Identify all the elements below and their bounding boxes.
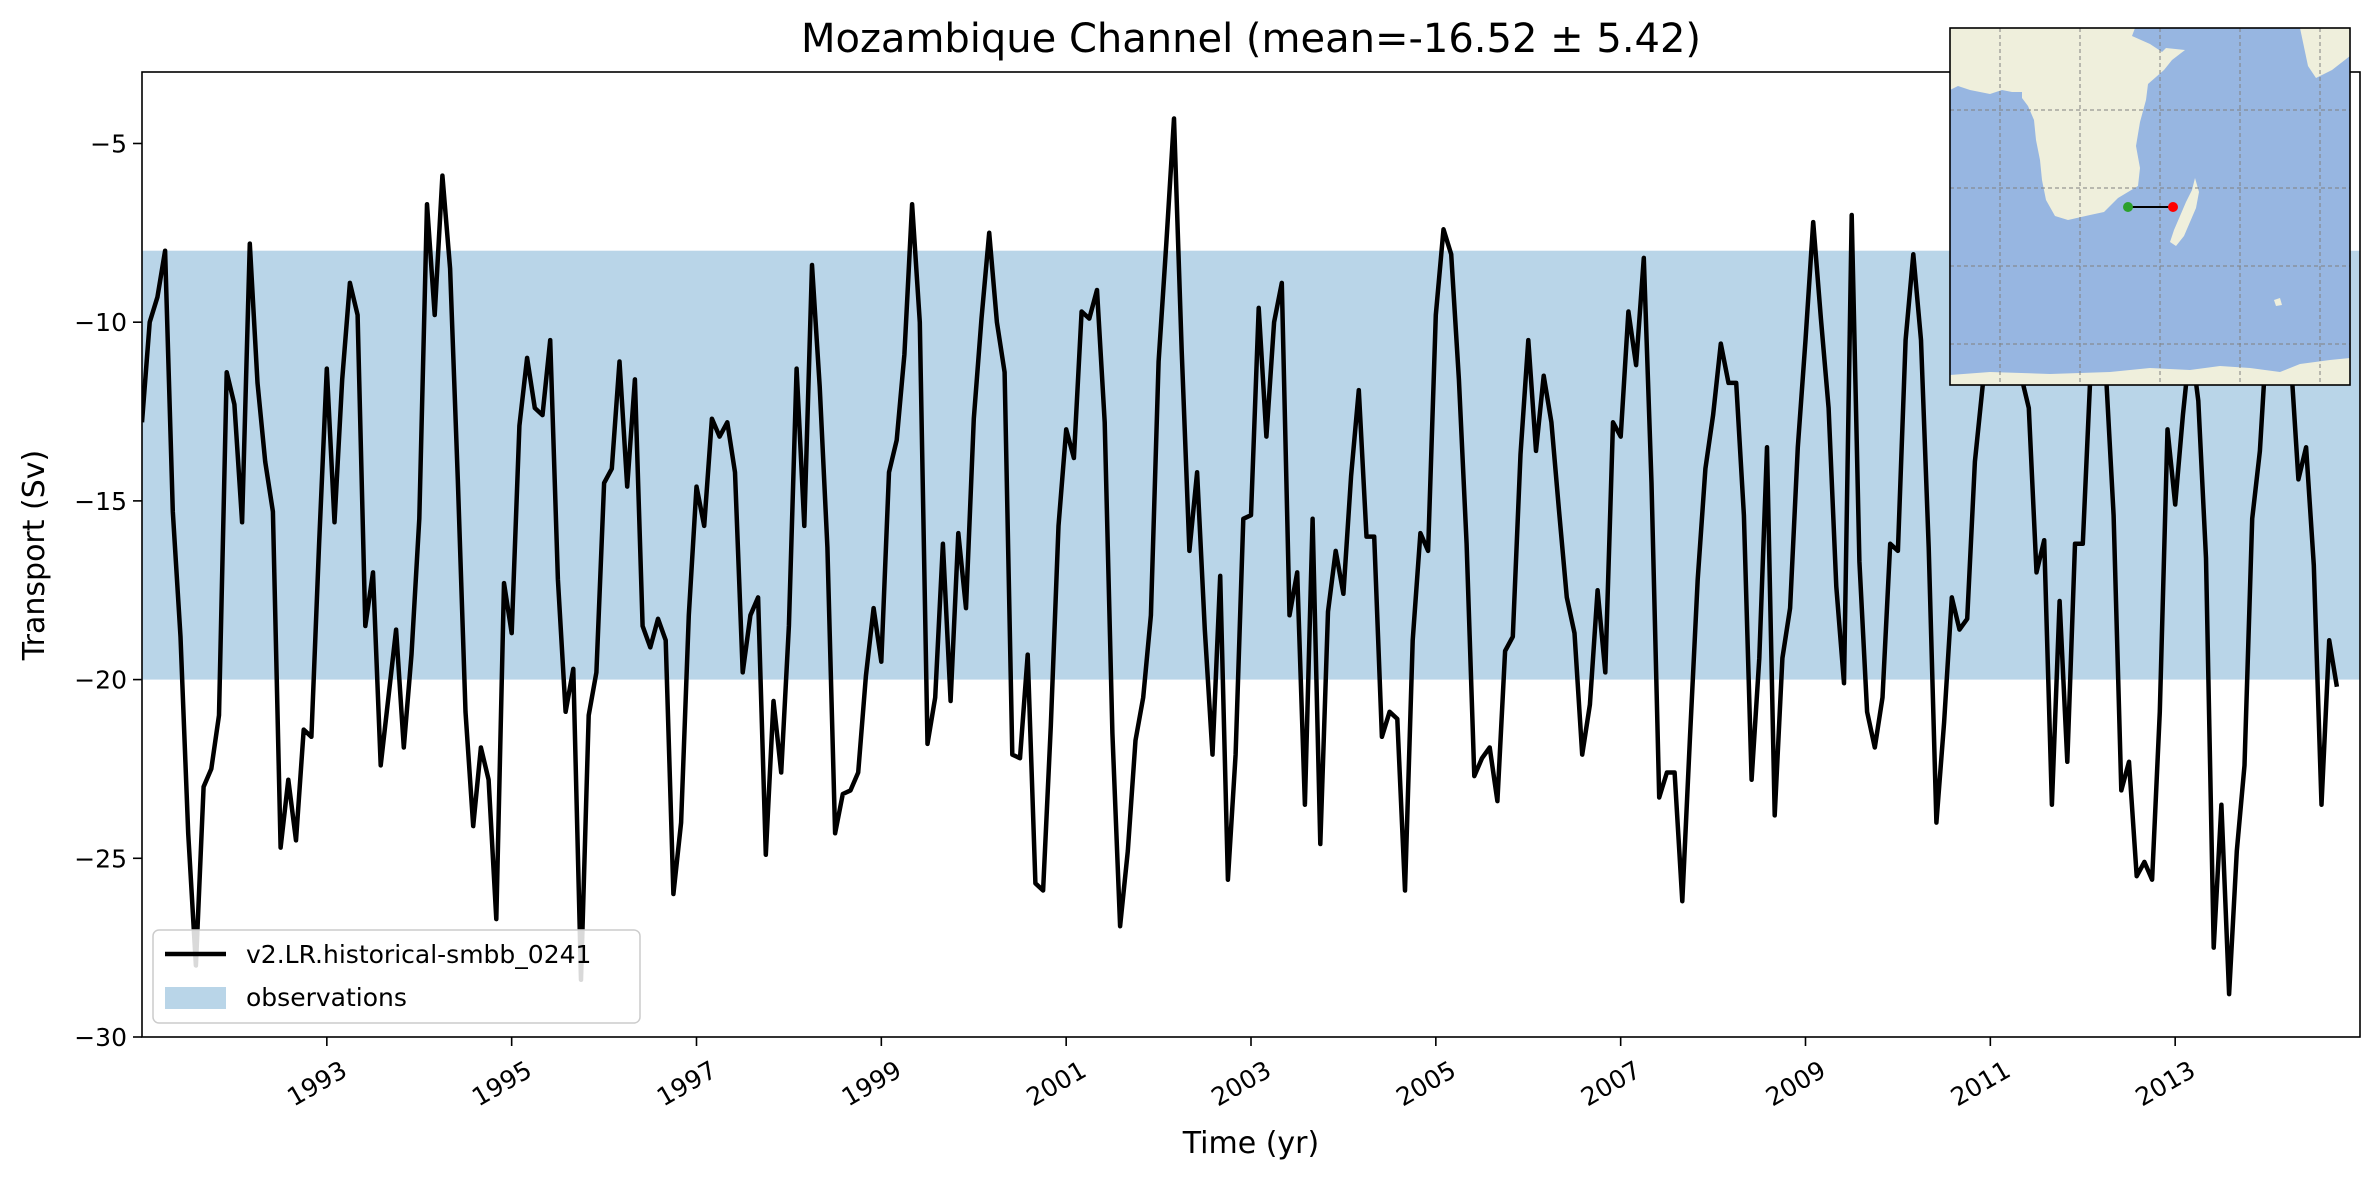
map-frame xyxy=(1949,27,2351,386)
series-line-0 xyxy=(142,116,2340,997)
legend-label-observations: observations xyxy=(246,983,407,1012)
map-land xyxy=(1950,28,2350,385)
x-axis-label: Time (yr) xyxy=(1182,1126,1319,1161)
y-tick-label: −30 xyxy=(74,1023,127,1052)
madagascar xyxy=(2170,178,2199,246)
legend: v2.LR.historical-smbb_0241 observations xyxy=(152,929,641,1024)
legend-label-series: v2.LR.historical-smbb_0241 xyxy=(246,940,591,969)
chart-title: Mozambique Channel (mean=-16.52 ± 5.42) xyxy=(801,16,1701,62)
y-tick-label: −20 xyxy=(74,666,127,695)
antarctica xyxy=(1950,358,2350,385)
section-end-marker xyxy=(2168,202,2178,212)
y-tick-label: −10 xyxy=(74,308,127,337)
legend-patch-swatch xyxy=(165,987,226,1009)
africa-landmass xyxy=(1950,28,2185,220)
y-tick-label: −5 xyxy=(90,129,127,158)
arabian-peninsula xyxy=(2300,28,2350,78)
inset-map xyxy=(1949,27,2351,386)
small-island xyxy=(2274,298,2282,306)
y-tick-label: −25 xyxy=(74,844,127,873)
section-start-marker xyxy=(2123,202,2133,212)
legend-box xyxy=(152,929,641,1024)
series-group xyxy=(142,116,2340,997)
y-tick-label: −15 xyxy=(74,487,127,516)
y-axis-label: Transport (Sv) xyxy=(17,450,52,662)
map-gridlines xyxy=(1950,28,2350,385)
y-axis: −30 −25 −20 −15 −10 −5 xyxy=(74,129,142,1052)
